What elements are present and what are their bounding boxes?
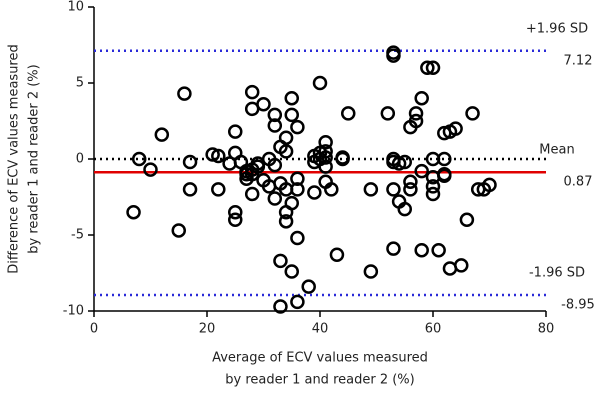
point — [284, 264, 299, 279]
point — [363, 182, 379, 197]
point — [397, 201, 412, 217]
reference-value: 7.12 — [564, 53, 593, 68]
point — [318, 159, 333, 174]
point — [228, 204, 243, 220]
y-tick-label: 5 — [76, 76, 84, 91]
reference-label: +1.96 SD — [526, 21, 588, 36]
x-tick-label: 80 — [538, 322, 555, 337]
point — [329, 247, 345, 263]
point — [284, 195, 299, 211]
point — [403, 182, 418, 197]
point — [154, 127, 170, 142]
x-tick-label: 20 — [199, 322, 216, 337]
point — [284, 107, 299, 123]
point — [278, 130, 294, 145]
point — [425, 186, 441, 202]
point — [425, 179, 441, 194]
point — [301, 279, 316, 294]
point — [403, 174, 418, 190]
point — [228, 124, 243, 139]
point — [290, 294, 305, 310]
y-axis-label: by reader 1 and reader 2 (%) — [27, 64, 42, 253]
y-tick-label: -10 — [63, 304, 84, 319]
point — [482, 177, 497, 193]
x-tick-label: 40 — [312, 322, 329, 337]
point — [431, 242, 446, 258]
point — [290, 171, 305, 187]
point — [437, 166, 452, 182]
point — [284, 90, 299, 106]
point — [420, 60, 435, 76]
y-tick-label: 0 — [76, 152, 84, 167]
point — [408, 113, 424, 129]
point — [363, 264, 379, 279]
point — [414, 242, 429, 258]
point — [341, 106, 356, 121]
point — [459, 212, 475, 228]
point — [211, 182, 226, 197]
point — [380, 106, 396, 121]
y-tick-label: 10 — [67, 0, 84, 15]
point — [211, 148, 226, 164]
reference-value: 0.87 — [564, 175, 593, 190]
point — [244, 186, 260, 202]
x-tick-label: 60 — [425, 322, 442, 337]
point — [171, 223, 186, 238]
point — [143, 162, 158, 177]
point — [386, 45, 401, 60]
point — [318, 150, 333, 165]
point — [454, 258, 469, 273]
point — [414, 163, 429, 179]
point — [273, 299, 288, 314]
reference-label: -1.96 SD — [529, 266, 585, 281]
x-tick-label: 0 — [90, 322, 98, 337]
point — [312, 75, 328, 91]
y-axis-label: Difference of ECV values measured — [7, 44, 22, 274]
point — [448, 121, 463, 136]
y-tick-label: -5 — [71, 228, 84, 243]
point — [267, 107, 283, 123]
point — [182, 182, 198, 197]
point — [228, 212, 243, 228]
point — [278, 144, 294, 159]
x-axis-label: Average of ECV values measured — [212, 351, 428, 366]
point — [177, 86, 192, 101]
point — [278, 214, 294, 229]
point — [425, 60, 441, 76]
point — [318, 135, 333, 150]
reference-value: -8.95 — [561, 298, 595, 313]
point — [290, 119, 305, 135]
point — [267, 118, 283, 133]
point — [267, 191, 283, 206]
point — [182, 154, 198, 170]
point — [318, 144, 333, 159]
point — [256, 97, 271, 112]
point — [335, 150, 350, 165]
point — [244, 84, 260, 100]
point — [386, 182, 401, 197]
point — [386, 241, 401, 256]
point — [414, 90, 429, 106]
point — [408, 106, 424, 121]
point — [131, 151, 147, 167]
point — [324, 182, 339, 197]
point — [267, 157, 283, 173]
x-axis-label: by reader 1 and reader 2 (%) — [225, 373, 414, 388]
point — [307, 185, 322, 200]
point — [290, 230, 305, 246]
point — [290, 182, 305, 197]
point — [126, 204, 141, 220]
point — [273, 253, 288, 269]
point — [397, 154, 412, 170]
point — [437, 151, 452, 167]
point — [465, 106, 480, 121]
reference-label: Mean — [539, 143, 574, 158]
